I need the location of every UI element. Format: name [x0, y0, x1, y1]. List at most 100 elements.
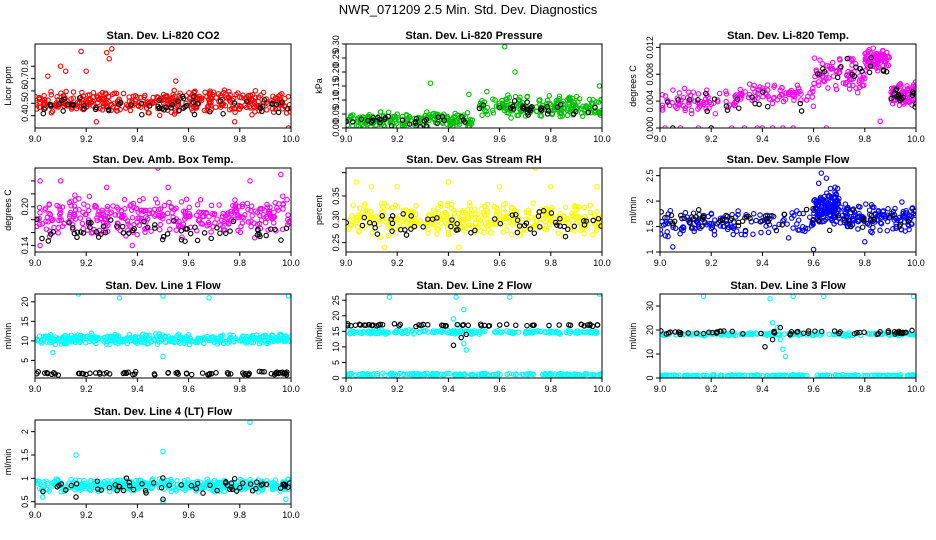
- data-point: [834, 185, 841, 192]
- data-point: [723, 212, 729, 219]
- data-point: [833, 86, 840, 93]
- data-point: [263, 232, 269, 239]
- data-point: [773, 227, 780, 234]
- y-tick-label: 2: [645, 199, 655, 204]
- data-point: [844, 55, 851, 62]
- data-point: [723, 98, 729, 105]
- data-point: [794, 221, 800, 227]
- data-point: [461, 306, 467, 313]
- data-point: [810, 206, 816, 212]
- data-point: [583, 218, 589, 224]
- data-point: [238, 223, 244, 230]
- data-point: [220, 111, 226, 117]
- data-point: [524, 330, 530, 336]
- data-point: [455, 226, 461, 233]
- data-point: [704, 108, 710, 115]
- data-point: [160, 475, 166, 481]
- data-point: [389, 371, 396, 377]
- data-point: [355, 216, 362, 223]
- data-point: [40, 488, 46, 495]
- data-point: [370, 214, 376, 221]
- data-point: [384, 330, 390, 336]
- data-point: [741, 125, 748, 128]
- data-point: [817, 57, 823, 63]
- y-tick-label: 0.4: [20, 109, 30, 122]
- data-point: [779, 222, 785, 228]
- data-point: [435, 205, 441, 211]
- data-point: [571, 223, 578, 230]
- data-point: [541, 226, 548, 232]
- data-point: [746, 81, 753, 87]
- data-point: [504, 99, 510, 105]
- x-tick-label: 10.0: [593, 258, 611, 268]
- data-point: [742, 232, 748, 238]
- data-point: [242, 212, 248, 218]
- data-point: [58, 90, 64, 96]
- data-point: [825, 209, 832, 215]
- data-point: [264, 107, 270, 113]
- data-point: [547, 221, 553, 228]
- data-point: [36, 94, 42, 101]
- data-point: [350, 112, 356, 118]
- data-point: [411, 371, 417, 378]
- data-point: [114, 108, 120, 114]
- data-point: [509, 212, 516, 218]
- x-tick-label: 9.0: [654, 134, 667, 144]
- data-point: [756, 101, 762, 108]
- data-point: [799, 227, 806, 234]
- data-point: [57, 215, 63, 221]
- data-point: [856, 210, 862, 217]
- data-point: [386, 294, 393, 300]
- data-point: [468, 210, 475, 217]
- data-point: [198, 337, 205, 344]
- data-point: [481, 322, 488, 329]
- data-point: [881, 58, 887, 65]
- data-point: [820, 66, 826, 72]
- x-tick-label: 9.2: [80, 384, 93, 394]
- data-point: [555, 330, 562, 336]
- data-point: [186, 204, 192, 211]
- data-point: [56, 217, 62, 224]
- data-point: [588, 329, 595, 336]
- data-point: [152, 222, 158, 228]
- data-point: [224, 369, 231, 376]
- data-point: [670, 244, 676, 250]
- data-point: [211, 339, 218, 346]
- data-point: [234, 212, 240, 218]
- data-point: [166, 218, 172, 225]
- data-point: [270, 220, 277, 226]
- data-point: [874, 331, 880, 338]
- data-point: [884, 227, 891, 234]
- data-point: [438, 371, 444, 378]
- data-point: [596, 109, 602, 115]
- data-point: [71, 230, 78, 237]
- data-point: [511, 329, 518, 336]
- data-point: [423, 123, 430, 128]
- data-point: [524, 106, 531, 113]
- data-point: [268, 339, 274, 345]
- x-tick-label: 9.0: [654, 258, 667, 268]
- data-point: [170, 214, 176, 221]
- data-point: [112, 333, 118, 340]
- data-point: [265, 340, 271, 346]
- y-tick-label: 1.5: [645, 220, 655, 233]
- data-point: [112, 482, 119, 488]
- data-point: [886, 54, 892, 61]
- data-point: [285, 212, 291, 218]
- data-point: [286, 218, 291, 225]
- data-point: [373, 330, 379, 337]
- x-tick-label: 9.2: [705, 384, 718, 394]
- y-tick-label: 30: [645, 301, 655, 311]
- data-point: [491, 203, 497, 210]
- data-point: [431, 221, 437, 228]
- data-point: [443, 220, 449, 227]
- data-point: [247, 178, 253, 184]
- data-point: [781, 216, 787, 223]
- data-point: [548, 371, 554, 378]
- data-point: [774, 373, 780, 378]
- data-point: [400, 371, 406, 377]
- x-tick-label: 10.0: [282, 134, 300, 144]
- data-point: [769, 125, 776, 128]
- data-point: [161, 202, 168, 209]
- data-point: [753, 330, 759, 336]
